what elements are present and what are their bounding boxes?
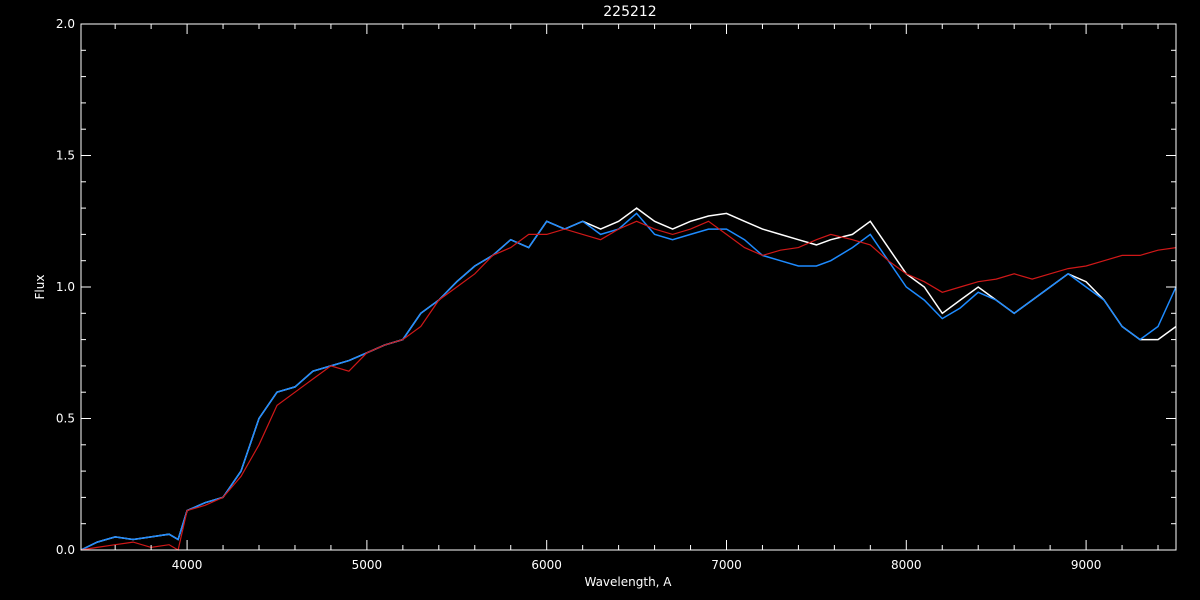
- y-tick-label: 1.0: [56, 280, 75, 294]
- y-tick-label: 1.5: [56, 149, 75, 163]
- y-tick-label: 0.0: [56, 543, 75, 557]
- x-tick-label: 8000: [891, 558, 922, 572]
- series-line-observed: [80, 207, 1177, 551]
- chart-title: 225212: [603, 4, 656, 20]
- x-tick-label: 4000: [172, 558, 203, 572]
- y-axis-label: Flux: [33, 275, 47, 300]
- plot-frame: [80, 23, 1177, 551]
- series-line-model: [80, 220, 1177, 551]
- axis-ticks: 4000 5000 6000 7000 8000 9000 0.0 0.5 1.0 1.5 2.0: [56, 17, 1176, 572]
- plot-area: [80, 207, 1177, 551]
- y-tick-label: 0.5: [56, 412, 75, 426]
- x-tick-label: 5000: [352, 558, 383, 572]
- x-axis-label: Wavelength, A: [584, 575, 672, 589]
- y-tick-label: 2.0: [56, 17, 75, 31]
- x-tick-label: 9000: [1071, 558, 1102, 572]
- x-tick-label: 6000: [531, 558, 562, 572]
- x-tick-label: 7000: [711, 558, 742, 572]
- series-line-observed-noisy: [80, 212, 1177, 551]
